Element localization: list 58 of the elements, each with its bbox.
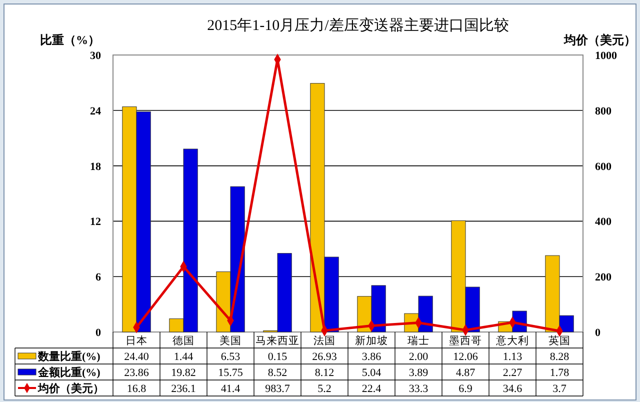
x-tick-label: 墨西哥 — [449, 335, 482, 347]
y2-tick-label: 600 — [595, 160, 612, 173]
x-tick-label: 美国 — [220, 334, 242, 347]
y2-axis-title: 均价（美元） — [563, 33, 636, 47]
data-label: 5.04 — [362, 367, 382, 379]
data-label: 6.9 — [458, 383, 473, 395]
y-tick-label: 12 — [90, 216, 102, 228]
x-tick-label: 日本 — [126, 334, 148, 347]
y-tick-label: 0 — [96, 327, 102, 339]
x-tick-label: 德国 — [172, 335, 194, 347]
data-label: 8.52 — [268, 367, 288, 379]
data-label: 4.87 — [456, 367, 476, 379]
data-label: 8.28 — [550, 351, 570, 363]
data-label: 33.3 — [408, 383, 429, 395]
data-label: 22.4 — [362, 383, 382, 395]
x-tick-label: 英国 — [548, 334, 570, 347]
data-label: 3.7 — [552, 383, 567, 395]
data-label: 24.40 — [124, 351, 150, 363]
x-tick-label: 马来西亚 — [256, 334, 300, 347]
legend-label: 均价（美元） — [37, 382, 104, 395]
data-label: 1.13 — [502, 351, 523, 363]
data-label: 5.2 — [318, 383, 332, 395]
data-label: 3.89 — [408, 367, 429, 379]
data-label: 1.78 — [550, 367, 570, 379]
y2-tick-label: 800 — [595, 105, 612, 118]
data-label: 8.12 — [314, 367, 334, 379]
x-tick-label: 瑞士 — [408, 334, 430, 347]
y2-tick-label: 0 — [595, 327, 601, 339]
y2-tick-label: 200 — [595, 272, 612, 284]
data-label: 3.86 — [362, 351, 382, 363]
y-axis-title: 比重（%） — [40, 33, 100, 47]
x-tick-label: 法国 — [314, 334, 336, 347]
y-tick-label: 30 — [90, 50, 102, 62]
x-tick-label: 意大利 — [495, 334, 529, 347]
legend-label: 数量比重(%) — [37, 350, 101, 363]
data-label: 19.82 — [171, 367, 196, 379]
y2-tick-label: 1000 — [595, 50, 618, 62]
data-label: 16.8 — [126, 383, 147, 395]
data-label: 23.86 — [124, 367, 150, 379]
legend-label: 金额比重(%) — [37, 366, 101, 379]
data-label: 26.93 — [312, 351, 338, 363]
data-label: 6.53 — [220, 351, 241, 363]
data-label: 34.6 — [502, 383, 523, 395]
y-tick-label: 24 — [90, 105, 102, 118]
data-label: 236.1 — [171, 383, 196, 395]
data-label: 983.7 — [265, 383, 290, 395]
data-label: 15.75 — [218, 367, 244, 379]
data-label: 1.44 — [174, 351, 194, 363]
data-label: 0.15 — [268, 351, 288, 363]
y-tick-label: 18 — [90, 160, 102, 173]
y2-tick-label: 400 — [595, 216, 612, 228]
data-label: 2.27 — [502, 367, 523, 379]
data-label: 12.06 — [453, 351, 478, 363]
data-label: 41.4 — [220, 383, 241, 395]
y-tick-label: 6 — [96, 272, 102, 284]
x-tick-label: 新加坡 — [355, 334, 388, 347]
chart-title: 2015年1-10月压力/差压变送器主要进口国比较 — [207, 17, 509, 34]
data-label: 2.00 — [408, 351, 429, 363]
